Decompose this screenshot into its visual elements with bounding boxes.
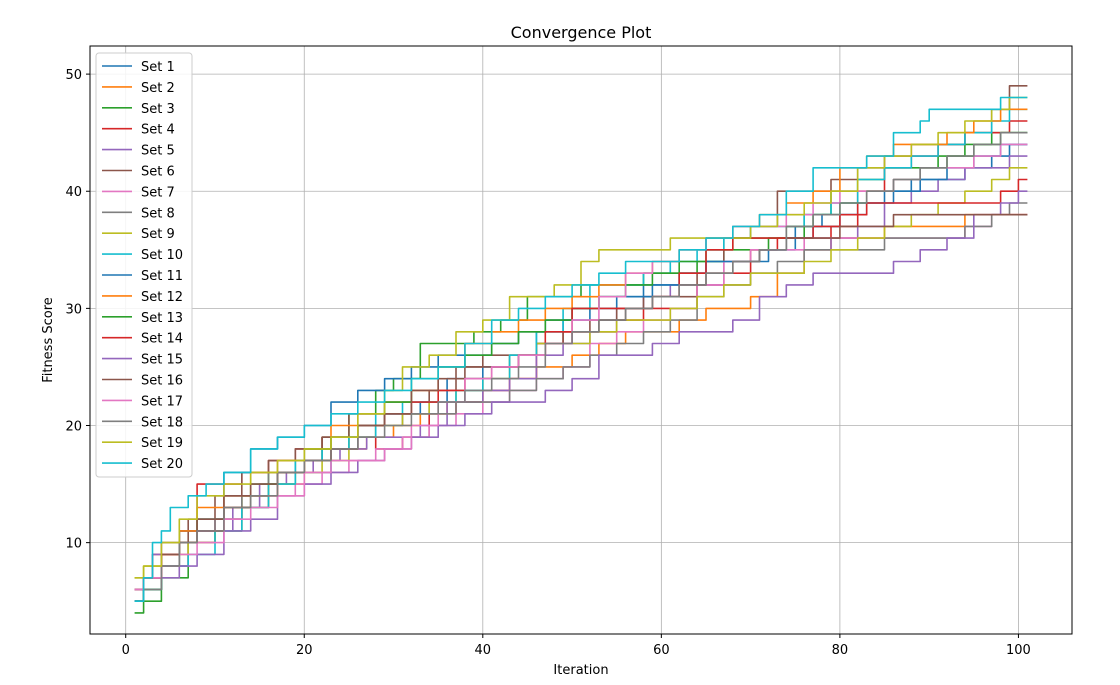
chart-title: Convergence Plot [511,23,652,42]
legend-label: Set 14 [141,332,183,347]
legend-label: Set 10 [141,248,183,263]
plot-frame [89,45,1073,635]
legend-item: Set 15 [102,353,183,368]
legend-item: Set 12 [102,290,183,305]
legend-label: Set 7 [141,185,175,200]
legend-item: Set 7 [102,185,175,200]
legend-item: Set 6 [102,165,175,180]
legend-item: Set 3 [102,102,175,117]
series-line [134,178,1028,591]
legend-label: Set 20 [141,457,183,472]
legend: Set 1 Set 2 Set 3 Set 4 Set 5 Set 6 Set 7 Set 8… [95,52,193,478]
legend-item: Set 4 [102,123,175,138]
legend-item: Set 13 [102,311,183,326]
legend-item: Set 14 [102,332,183,347]
series-line [134,131,1028,614]
x-tick-label: 60 [653,643,670,658]
y-tick-label: 50 [65,68,82,83]
legend-item: Set 20 [102,457,183,472]
legend-label: Set 4 [141,123,175,138]
legend-label: Set 19 [141,436,183,451]
legend-label: Set 17 [141,394,183,409]
legend-item: Set 1 [102,60,175,75]
x-tick-label: 0 [122,643,130,658]
legend-label: Set 2 [141,81,175,96]
legend-label: Set 16 [141,374,183,389]
legend-label: Set 18 [141,415,183,430]
grid-layer [90,46,1072,634]
series-line [134,143,1028,602]
legend-label: Set 15 [141,353,183,368]
legend-item: Set 8 [102,206,175,221]
legend-label: Set 5 [141,144,175,159]
legend-item: Set 17 [102,394,183,409]
y-tick-label: 10 [65,537,82,552]
legend-item: Set 9 [102,227,175,242]
series-line [134,131,1028,602]
legend-item: Set 19 [102,436,183,451]
legend-item: Set 18 [102,415,183,430]
legend-label: Set 3 [141,102,175,117]
legend-label: Set 9 [141,227,175,242]
series-line [134,96,1028,602]
x-tick-label: 100 [1006,643,1031,658]
x-tick-label: 20 [296,643,313,658]
y-tick-label: 20 [65,420,82,435]
series-line [134,167,1028,579]
y-tick-label: 30 [65,302,82,317]
series-line [134,190,1028,591]
legend-label: Set 1 [141,60,175,75]
legend-item: Set 10 [102,248,183,263]
legend-item: Set 11 [102,269,183,284]
x-tick-label: 80 [832,643,849,658]
series-line [134,143,1028,602]
series-line [134,85,1028,591]
legend-label: Set 8 [141,206,175,221]
legend-label: Set 12 [141,290,183,305]
y-tick-label: 40 [65,185,82,200]
x-axis-label: Iteration [553,663,608,678]
legend-items: Set 1 Set 2 Set 3 Set 4 Set 5 Set 6 Set 7 Set 8… [102,60,183,472]
x-tick-label: 40 [475,643,492,658]
legend-item: Set 2 [102,81,175,96]
legend-label: Set 13 [141,311,183,326]
series-layer [134,85,1028,614]
legend-item: Set 5 [102,144,175,159]
tick-layer: 0 20 40 60 80 100 10 20 30 40 50 [65,68,1030,658]
legend-label: Set 6 [141,165,175,180]
legend-box [95,52,193,478]
legend-item: Set 16 [102,374,183,389]
legend-label: Set 11 [141,269,183,284]
y-axis-label: Fitness Score [41,297,56,383]
